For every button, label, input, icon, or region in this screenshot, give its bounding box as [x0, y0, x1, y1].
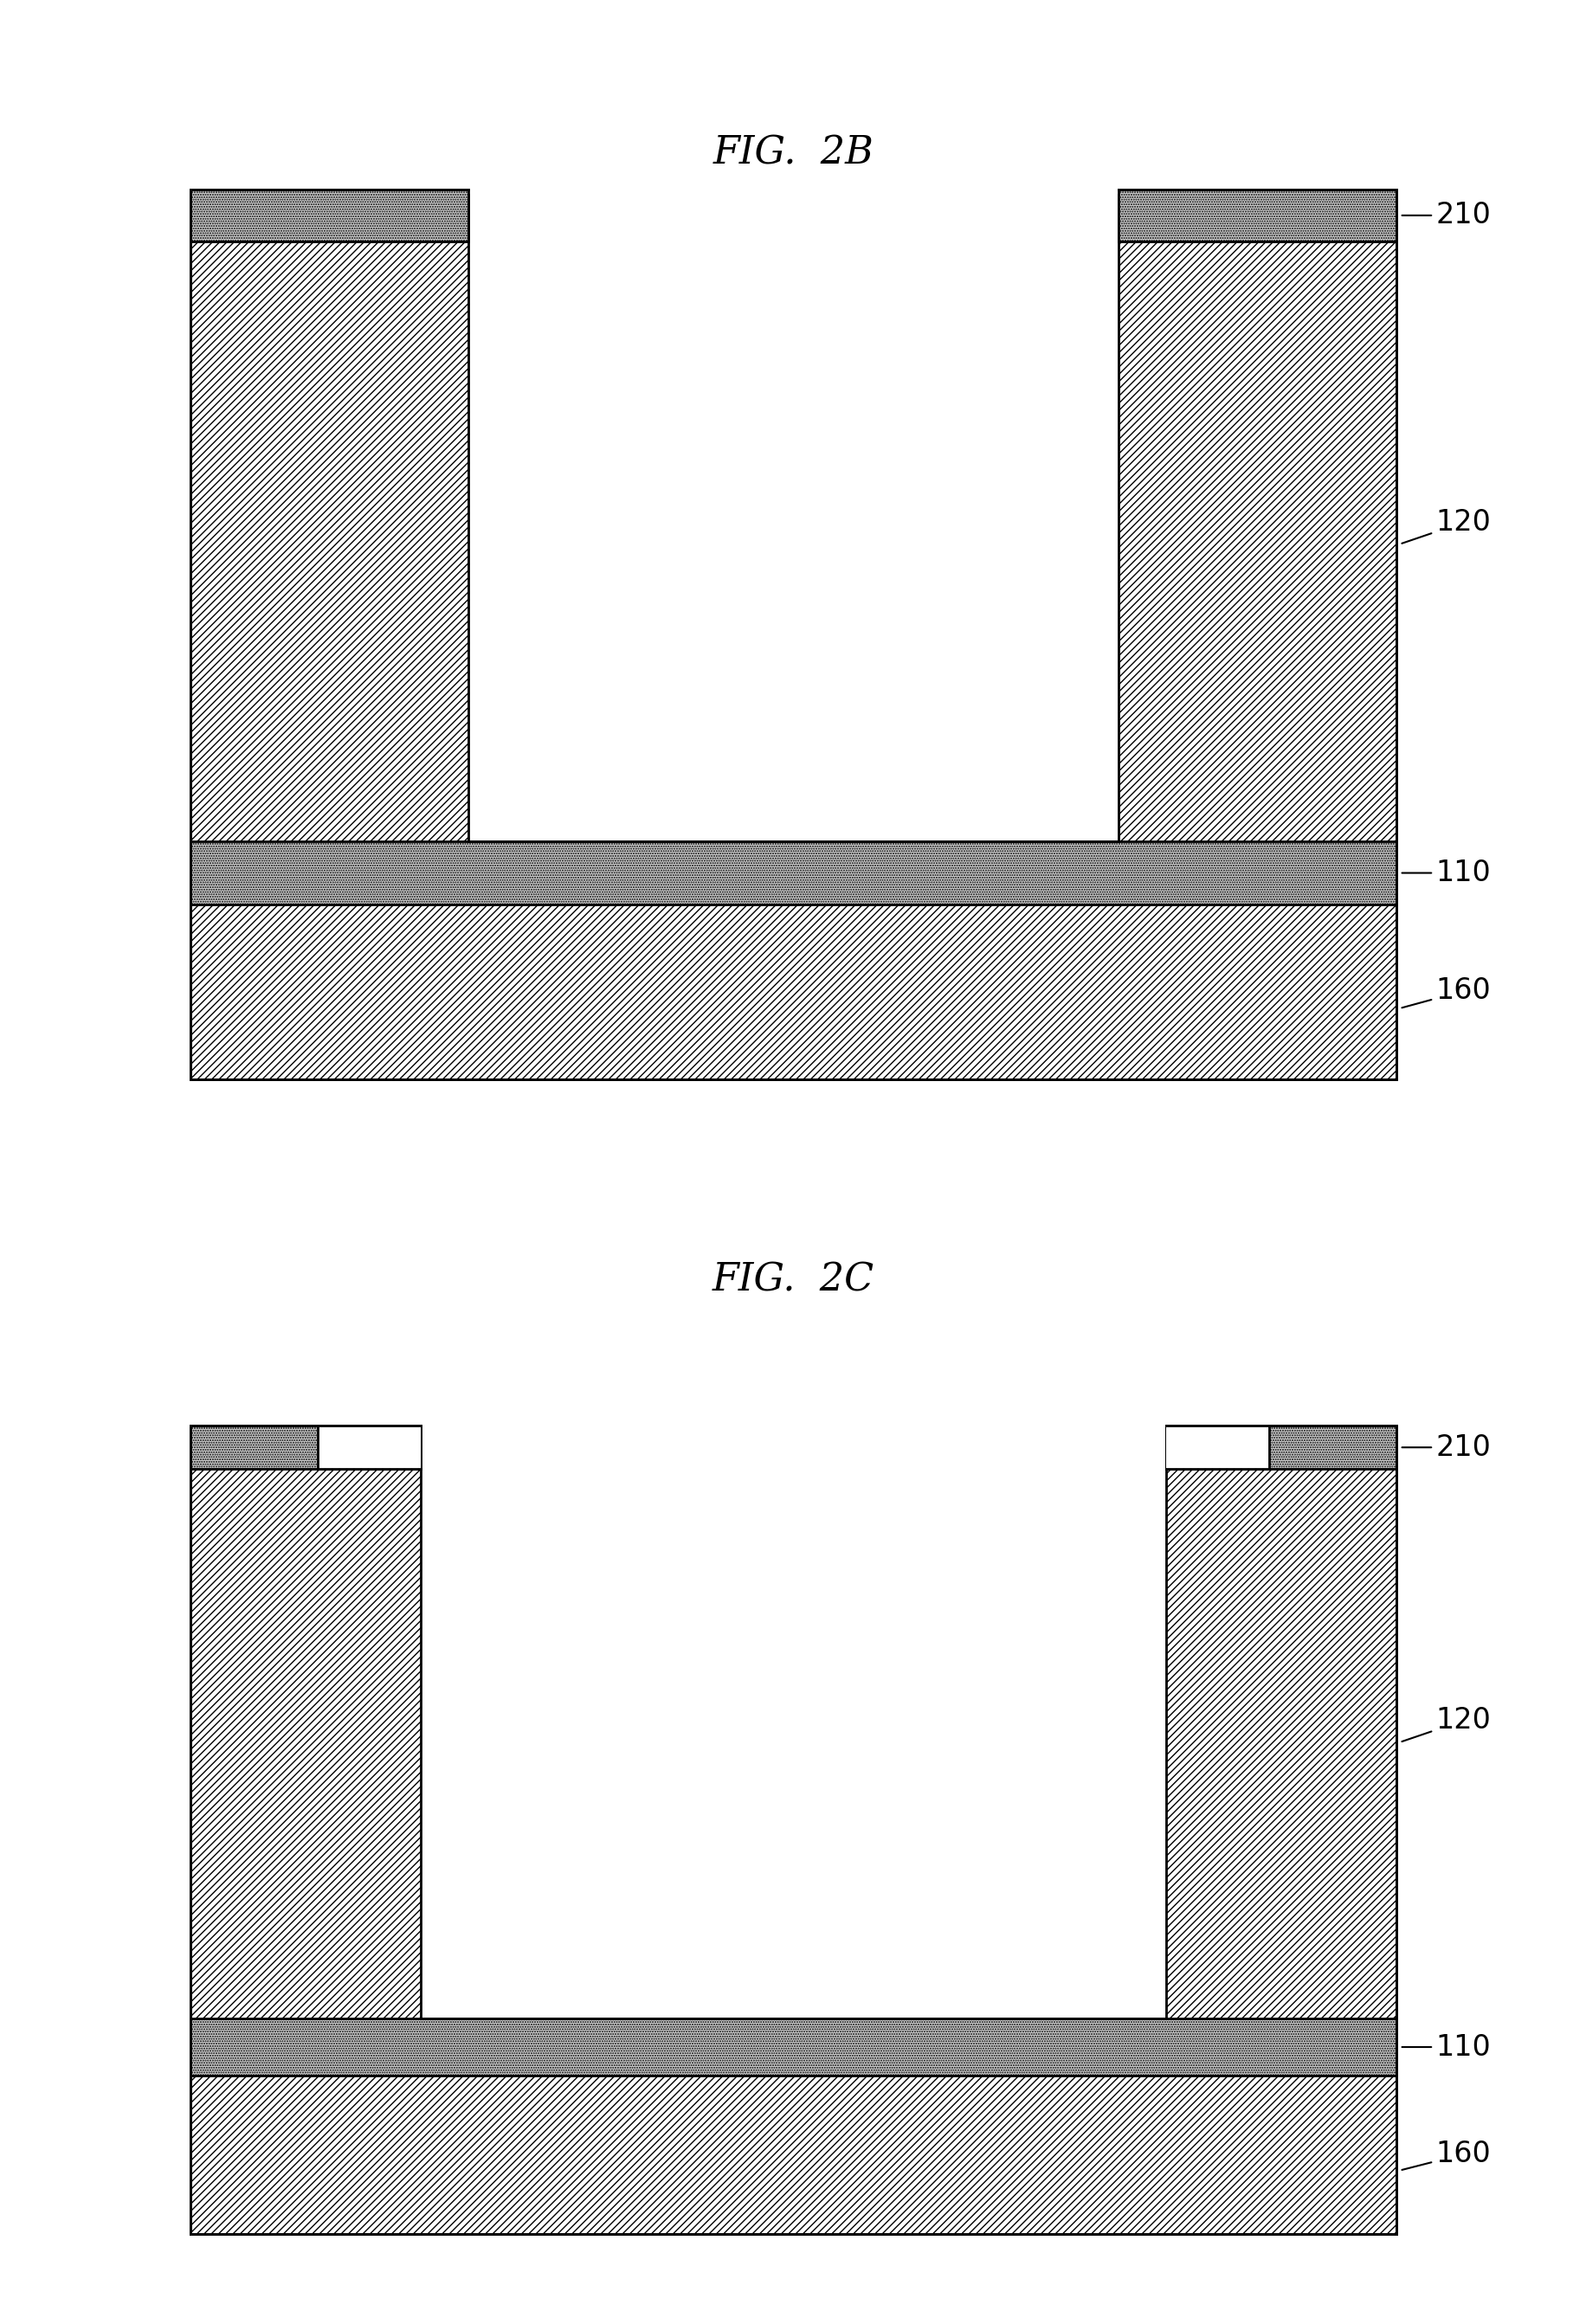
- Text: 160: 160: [1400, 2140, 1491, 2171]
- Text: FIG.  2B: FIG. 2B: [712, 135, 874, 172]
- Text: 210: 210: [1402, 202, 1491, 230]
- Bar: [190, 195, 468, 844]
- Text: 110: 110: [1402, 2034, 1491, 2061]
- Text: FIG.  2C: FIG. 2C: [712, 1262, 874, 1299]
- Bar: [317, 1425, 420, 1469]
- Bar: [190, 188, 468, 242]
- Bar: [1166, 1425, 1269, 1469]
- Text: 120: 120: [1400, 1706, 1491, 1741]
- Bar: [190, 2020, 1396, 2075]
- Text: 160: 160: [1400, 976, 1491, 1009]
- Bar: [1118, 195, 1396, 844]
- Bar: [1118, 188, 1396, 242]
- Bar: [190, 902, 1396, 1078]
- Text: 210: 210: [1402, 1434, 1491, 1462]
- Bar: [1166, 1425, 1396, 1469]
- Text: 120: 120: [1400, 509, 1491, 544]
- Bar: [1166, 1425, 1396, 2022]
- Bar: [190, 1425, 420, 2022]
- Text: 110: 110: [1402, 858, 1491, 888]
- Bar: [190, 2073, 1396, 2233]
- Bar: [190, 1425, 420, 1469]
- Bar: [190, 841, 1396, 904]
